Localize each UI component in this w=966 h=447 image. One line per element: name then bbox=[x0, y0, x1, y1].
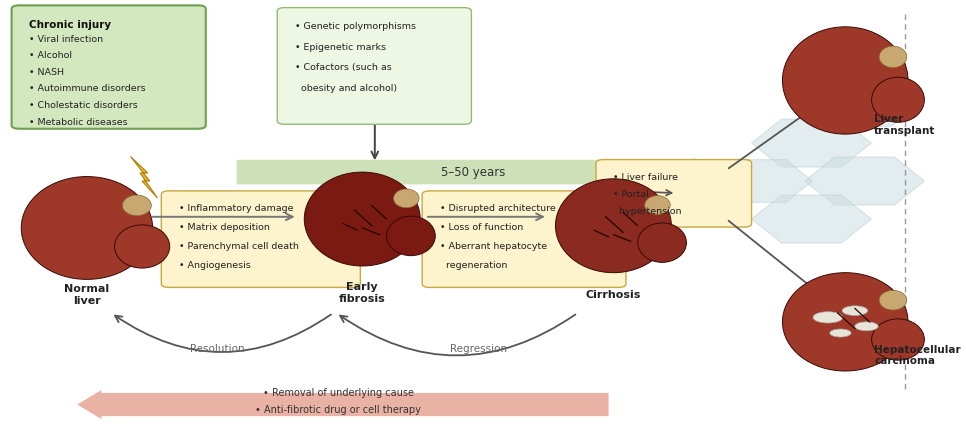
Ellipse shape bbox=[21, 177, 153, 279]
Text: • Liver failure: • Liver failure bbox=[613, 173, 678, 182]
Text: hypertension: hypertension bbox=[613, 207, 682, 216]
Ellipse shape bbox=[871, 77, 924, 122]
Ellipse shape bbox=[842, 306, 867, 316]
Text: Hepatocellular
carcinoma: Hepatocellular carcinoma bbox=[874, 345, 961, 366]
Ellipse shape bbox=[813, 312, 842, 323]
Ellipse shape bbox=[555, 179, 671, 273]
FancyBboxPatch shape bbox=[422, 191, 626, 287]
Ellipse shape bbox=[638, 223, 687, 262]
Text: • Parenchymal cell death: • Parenchymal cell death bbox=[179, 242, 298, 251]
Text: • Alcohol: • Alcohol bbox=[29, 51, 72, 60]
FancyBboxPatch shape bbox=[277, 8, 471, 124]
Ellipse shape bbox=[386, 216, 436, 256]
Ellipse shape bbox=[879, 291, 907, 310]
Ellipse shape bbox=[830, 329, 851, 337]
Text: Liver
transplant: Liver transplant bbox=[874, 114, 936, 136]
Ellipse shape bbox=[879, 46, 907, 67]
Text: Regression: Regression bbox=[449, 344, 507, 354]
Ellipse shape bbox=[871, 319, 924, 360]
Text: Resolution: Resolution bbox=[190, 344, 244, 354]
Ellipse shape bbox=[855, 322, 878, 331]
Text: • Anti-fibrotic drug or cell therapy: • Anti-fibrotic drug or cell therapy bbox=[255, 405, 421, 415]
Ellipse shape bbox=[123, 195, 152, 215]
Text: Cirrhosis: Cirrhosis bbox=[585, 290, 641, 300]
FancyArrow shape bbox=[237, 158, 715, 187]
Ellipse shape bbox=[304, 172, 420, 266]
Text: • Aberrant hepatocyte: • Aberrant hepatocyte bbox=[440, 242, 547, 251]
Ellipse shape bbox=[782, 273, 908, 371]
Text: obesity and alcohol): obesity and alcohol) bbox=[295, 84, 397, 93]
Text: • NASH: • NASH bbox=[29, 68, 64, 77]
Text: • Viral infection: • Viral infection bbox=[29, 35, 103, 44]
Text: • Disrupted architecture: • Disrupted architecture bbox=[440, 204, 555, 213]
Text: • Cofactors (such as: • Cofactors (such as bbox=[295, 63, 391, 72]
Text: Normal
liver: Normal liver bbox=[65, 284, 109, 306]
Text: regeneration: regeneration bbox=[440, 261, 507, 270]
Text: • Epigenetic marks: • Epigenetic marks bbox=[295, 43, 385, 52]
Ellipse shape bbox=[644, 196, 670, 215]
Text: • Genetic polymorphisms: • Genetic polymorphisms bbox=[295, 22, 415, 31]
Text: • Inflammatory damage: • Inflammatory damage bbox=[179, 204, 294, 213]
FancyBboxPatch shape bbox=[12, 5, 206, 129]
Polygon shape bbox=[130, 156, 157, 198]
Text: • Metabolic diseases: • Metabolic diseases bbox=[29, 118, 128, 127]
Text: • Angiogenesis: • Angiogenesis bbox=[179, 261, 250, 270]
FancyBboxPatch shape bbox=[596, 160, 752, 227]
Text: 5–50 years: 5–50 years bbox=[441, 165, 505, 179]
Text: Early
fibrosis: Early fibrosis bbox=[339, 282, 385, 304]
FancyArrow shape bbox=[77, 390, 609, 419]
Text: • Cholestatic disorders: • Cholestatic disorders bbox=[29, 101, 138, 110]
Text: • Removal of underlying cause: • Removal of underlying cause bbox=[263, 388, 413, 398]
Text: • Loss of function: • Loss of function bbox=[440, 223, 523, 232]
Ellipse shape bbox=[115, 225, 170, 268]
FancyBboxPatch shape bbox=[161, 191, 360, 287]
Ellipse shape bbox=[393, 189, 419, 208]
Text: • Matrix deposition: • Matrix deposition bbox=[179, 223, 270, 232]
Ellipse shape bbox=[782, 27, 908, 134]
Text: • Portal: • Portal bbox=[613, 190, 649, 199]
Text: • Autoimmune disorders: • Autoimmune disorders bbox=[29, 84, 146, 93]
Text: Chronic injury: Chronic injury bbox=[29, 20, 111, 30]
